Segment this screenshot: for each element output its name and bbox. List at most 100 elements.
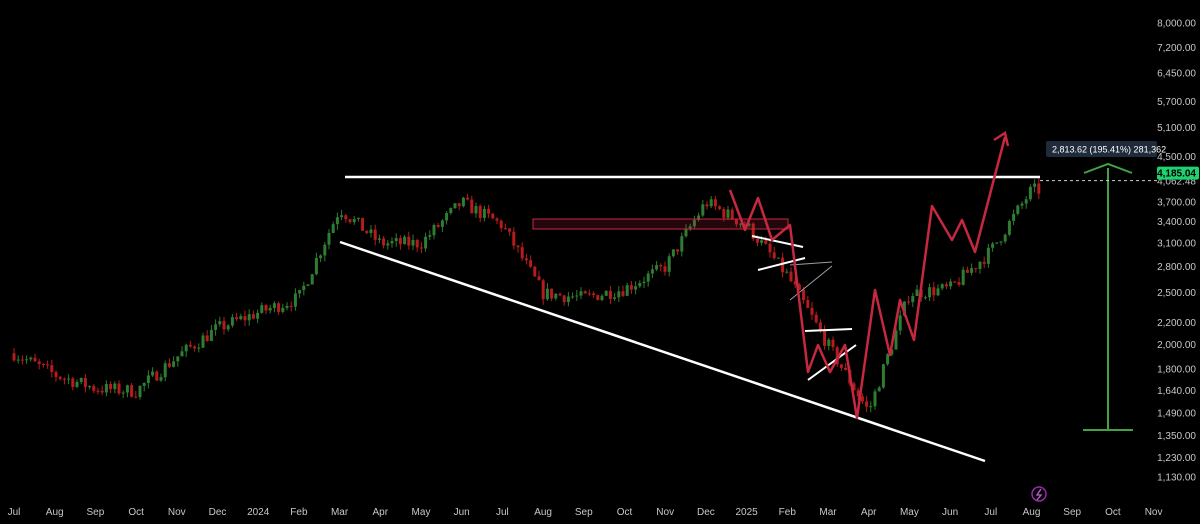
candles-layer xyxy=(12,178,1041,413)
pattern-line xyxy=(751,235,804,248)
candle-body xyxy=(369,229,373,234)
candle-body xyxy=(902,301,906,316)
candle-body xyxy=(281,307,285,312)
candle-body xyxy=(1037,183,1041,194)
candle-body xyxy=(272,303,276,308)
candle-body xyxy=(671,249,675,257)
candle-body xyxy=(860,396,864,402)
candle-body xyxy=(54,372,58,377)
candle-body xyxy=(663,266,667,272)
candle-body xyxy=(965,269,969,273)
candle-body xyxy=(940,284,944,289)
candle-body xyxy=(184,344,188,352)
measure-label-box xyxy=(1046,141,1157,157)
last-price-badge xyxy=(1157,166,1199,180)
y-tick-label: 1,490.00 xyxy=(1157,408,1196,419)
x-tick-label: Dec xyxy=(209,507,227,518)
x-tick-label: Jul xyxy=(984,507,997,518)
x-tick-label: May xyxy=(412,507,431,518)
candle-body xyxy=(827,339,831,346)
candle-body xyxy=(331,224,335,233)
candle-body xyxy=(167,363,171,367)
support-trendline xyxy=(339,240,986,463)
candle-body xyxy=(474,206,478,214)
y-tick-label: 6,450.00 xyxy=(1157,68,1196,79)
candle-body xyxy=(1033,183,1037,187)
candle-body xyxy=(823,330,827,346)
x-tick-label: Dec xyxy=(697,507,715,518)
pattern-line xyxy=(807,344,857,381)
candle-body xyxy=(554,293,558,299)
candle-body xyxy=(302,285,306,291)
y-tick-label: 5,100.00 xyxy=(1157,123,1196,134)
candle-body xyxy=(760,240,764,243)
y-tick-label: 3,100.00 xyxy=(1157,238,1196,249)
lightning-icon xyxy=(1031,486,1047,502)
candle-body xyxy=(928,287,932,298)
candle-body xyxy=(533,266,537,277)
price-badges: 4,062.484,185.04 2,813.62 (195.41%) 281,3… xyxy=(1031,141,1199,502)
candle-body xyxy=(104,384,108,393)
candle-body xyxy=(898,315,902,331)
candle-body xyxy=(407,236,411,246)
x-tick-label: Jun xyxy=(454,507,470,518)
candle-body xyxy=(550,288,554,299)
triangle-line xyxy=(789,261,833,266)
candle-body xyxy=(428,235,432,237)
candle-body xyxy=(176,356,180,362)
candle-body xyxy=(529,260,533,267)
candle-body xyxy=(995,242,999,244)
candle-body xyxy=(722,209,726,218)
y-tick-label: 7,200.00 xyxy=(1157,43,1196,54)
y-tick-label: 2,200.00 xyxy=(1157,318,1196,329)
x-tick-label: Apr xyxy=(373,507,389,518)
level-price-label: 4,062.48 xyxy=(1157,177,1196,188)
candle-body xyxy=(142,382,146,386)
candle-body xyxy=(932,287,936,296)
candle-body xyxy=(256,312,260,319)
candle-body xyxy=(394,238,398,242)
candle-body xyxy=(734,219,738,225)
candle-body xyxy=(587,293,591,295)
candle-body xyxy=(268,307,272,311)
candle-body xyxy=(814,314,818,323)
candle-body xyxy=(109,384,113,390)
candle-body xyxy=(134,396,138,398)
candle-body xyxy=(1024,199,1028,204)
candle-body xyxy=(163,363,167,378)
candle-body xyxy=(411,240,415,246)
candle-body xyxy=(970,268,974,273)
x-tick-label: Feb xyxy=(290,507,308,518)
candle-body xyxy=(180,351,184,357)
candle-body xyxy=(881,364,885,388)
candle-body xyxy=(575,295,579,297)
candle-body xyxy=(1016,205,1020,214)
candle-body xyxy=(495,218,499,221)
candle-body xyxy=(12,353,16,361)
candle-body xyxy=(100,390,104,393)
y-tick-label: 2,000.00 xyxy=(1157,340,1196,351)
candle-body xyxy=(634,286,638,290)
candle-body xyxy=(453,203,457,209)
candle-body xyxy=(646,273,650,282)
x-tick-label: Apr xyxy=(861,507,877,518)
x-tick-label: Nov xyxy=(1145,507,1163,518)
candle-body xyxy=(688,226,692,229)
projection-arrowhead xyxy=(993,130,1010,147)
candle-body xyxy=(449,208,453,214)
candle-body xyxy=(1003,234,1007,242)
candle-body xyxy=(188,344,192,347)
candle-body xyxy=(83,377,87,388)
candle-body xyxy=(524,258,528,261)
candle-body xyxy=(159,377,163,381)
candle-body xyxy=(314,258,318,275)
candle-body xyxy=(726,209,730,218)
candle-body xyxy=(709,199,713,207)
candle-body xyxy=(797,284,801,290)
candle-body xyxy=(415,240,419,248)
candle-body xyxy=(982,261,986,264)
candle-body xyxy=(340,215,344,218)
candle-body xyxy=(503,228,507,230)
candle-body xyxy=(936,288,940,296)
